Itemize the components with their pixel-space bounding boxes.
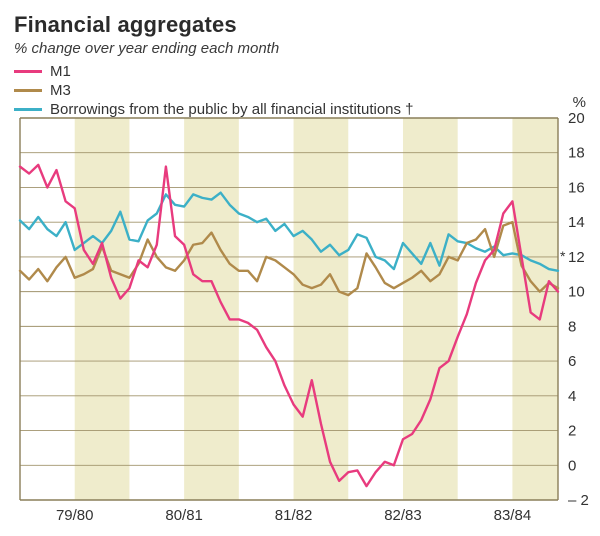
svg-text:20: 20 <box>568 110 585 127</box>
svg-text:16: 16 <box>568 179 585 196</box>
svg-text:0: 0 <box>568 457 576 474</box>
legend-swatch-m1 <box>14 70 42 73</box>
svg-text:83/84: 83/84 <box>494 507 532 524</box>
svg-text:12: 12 <box>568 249 585 266</box>
page-title: Financial aggregates <box>14 12 590 38</box>
svg-text:82/83: 82/83 <box>384 507 422 524</box>
svg-text:8: 8 <box>568 318 576 335</box>
svg-text:14: 14 <box>568 214 585 231</box>
svg-text:79/80: 79/80 <box>56 507 94 524</box>
svg-text:18: 18 <box>568 145 585 162</box>
svg-text:2: 2 <box>568 423 576 440</box>
legend-item-m3: M3 <box>14 82 590 99</box>
legend-swatch-m3 <box>14 89 42 92</box>
financial-aggregates-chart: – 2 0 2 4 6 8 10 12 14 16 18 20 79/80 80/81 81/82 82/83… <box>14 108 600 526</box>
svg-text:81/82: 81/82 <box>275 507 313 524</box>
page-subtitle: % change over year ending each month <box>14 40 590 57</box>
legend-item-m1: M1 <box>14 63 590 80</box>
svg-text:6: 6 <box>568 353 576 370</box>
svg-text:4: 4 <box>568 388 576 405</box>
legend-label-m1: M1 <box>50 63 71 80</box>
svg-text:80/81: 80/81 <box>165 507 203 524</box>
chart-svg: – 2 0 2 4 6 8 10 12 14 16 18 20 79/80 80/81 81/82 82/83… <box>14 108 600 526</box>
svg-text:*: * <box>560 248 566 264</box>
svg-text:– 2: – 2 <box>568 492 589 509</box>
legend-label-m3: M3 <box>50 82 71 99</box>
svg-text:10: 10 <box>568 284 585 301</box>
